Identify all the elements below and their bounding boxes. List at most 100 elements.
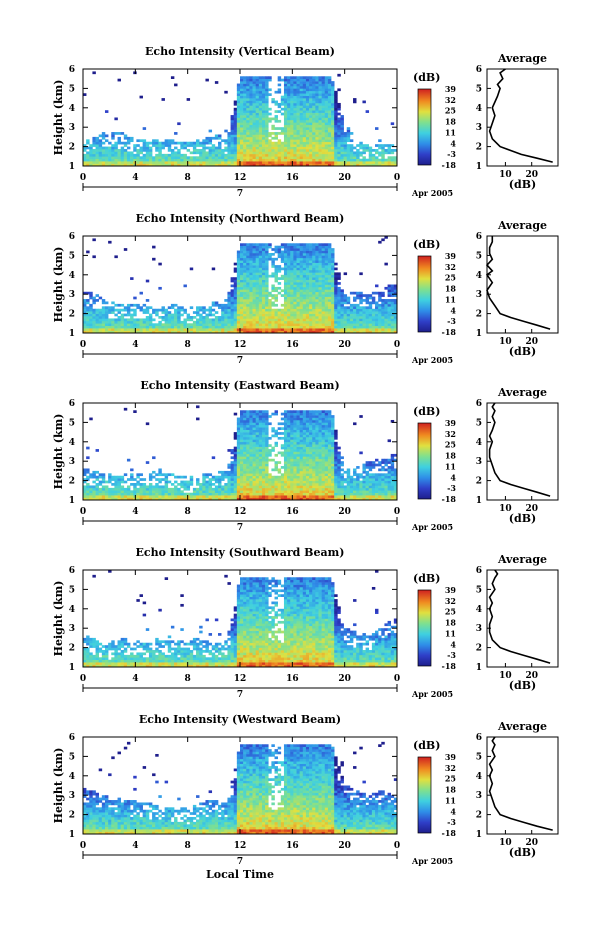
avg-y-tick-label: 4 <box>476 271 482 281</box>
heatmap-cell <box>252 308 256 312</box>
heatmap-cell <box>224 328 228 331</box>
heatmap-cell <box>287 102 291 106</box>
heatmap-cell <box>327 132 332 135</box>
heatmap-cell <box>183 323 187 327</box>
heatmap-cell <box>265 255 269 259</box>
heatmap-cell <box>252 124 256 128</box>
heatmap-cell <box>246 415 250 418</box>
heatmap-cell <box>324 136 329 140</box>
heatmap-cell <box>243 466 247 469</box>
x-tick-label: 16 <box>286 173 299 183</box>
heatmap-cell <box>356 149 360 152</box>
heatmap-cell <box>240 461 244 464</box>
heatmap-cell <box>255 257 260 261</box>
heatmap-cell <box>312 328 316 331</box>
heatmap-cell <box>287 328 291 331</box>
heatmap-cell <box>290 483 294 486</box>
heatmap-cell <box>246 444 250 447</box>
heatmap-cell <box>283 323 288 327</box>
heatmap-cell <box>230 149 235 152</box>
heatmap-cell <box>387 163 392 167</box>
heatmap-cell <box>334 102 338 106</box>
heatmap-cell <box>265 124 269 128</box>
heatmap-cell <box>327 100 332 104</box>
heatmap-cell <box>233 412 238 416</box>
heatmap-cell <box>126 497 131 501</box>
heatmap-cell <box>331 161 335 164</box>
avg-x-tick-label: 10 <box>499 337 512 347</box>
heatmap-cell <box>117 325 121 329</box>
heatmap-cell <box>299 110 304 113</box>
heatmap-cell <box>123 325 128 329</box>
heatmap-cell <box>170 495 175 498</box>
heatmap-cell <box>261 487 266 491</box>
heatmap-cell <box>390 149 395 152</box>
heatmap-cell <box>299 277 304 280</box>
heatmap-cell <box>211 478 216 481</box>
heatmap-cell <box>293 320 297 324</box>
heatmap-cell <box>246 112 250 116</box>
heatmap-cell <box>261 117 266 121</box>
heatmap-cell <box>309 107 313 111</box>
heatmap-cell <box>126 151 131 155</box>
heatmap-cell <box>265 279 269 283</box>
heatmap-cell <box>371 328 376 331</box>
heatmap-cell <box>243 90 247 94</box>
heatmap-cell <box>283 124 288 128</box>
heatmap-cell <box>230 463 235 467</box>
heatmap-cell <box>287 134 291 138</box>
heatmap-cell <box>321 112 326 116</box>
heatmap-cell <box>233 102 238 106</box>
heatmap-cell <box>359 323 363 327</box>
heatmap-cell <box>293 122 297 126</box>
heatmap-cell <box>290 98 294 101</box>
heatmap-cell <box>312 325 316 329</box>
heatmap-cell <box>265 267 269 271</box>
heatmap-cell <box>331 153 335 157</box>
y-tick-label: 1 <box>69 329 75 339</box>
heatmap-cell <box>327 269 332 273</box>
heatmap-cell <box>218 497 222 501</box>
heatmap-cell <box>287 88 291 92</box>
heatmap-cell <box>211 490 216 494</box>
heatmap-cell <box>152 144 156 147</box>
heatmap-cell <box>327 291 332 295</box>
heatmap-cell <box>283 432 288 435</box>
heatmap-cell <box>148 318 153 322</box>
heatmap-cell <box>255 286 260 290</box>
heatmap-cell <box>299 100 304 104</box>
avg-y-tick-label: 5 <box>476 84 482 94</box>
heatmap-cell <box>305 110 310 113</box>
heatmap-cell <box>108 311 112 314</box>
heatmap-cell <box>130 313 134 317</box>
heatmap-cell <box>315 303 319 307</box>
heatmap-cell <box>249 456 253 460</box>
heatmap-cell <box>258 299 263 302</box>
heatmap-cell <box>177 325 181 329</box>
heatmap-cell <box>318 85 322 89</box>
heatmap-cell <box>252 95 256 99</box>
heatmap-cell <box>268 449 272 452</box>
heatmap-cell <box>236 107 241 111</box>
heatmap-cell <box>202 323 206 327</box>
heatmap-cell <box>246 303 250 307</box>
heatmap-cell <box>101 136 106 140</box>
heatmap-cell <box>224 492 228 496</box>
heatmap-cell <box>249 444 253 447</box>
heatmap-cell <box>283 267 288 271</box>
heatmap-cell <box>230 475 235 479</box>
heatmap-cell <box>243 274 247 278</box>
heatmap-cell <box>327 163 332 167</box>
heatmap-cell <box>293 163 297 167</box>
heatmap-cell <box>265 248 269 251</box>
heatmap-cell <box>243 320 247 324</box>
heatmap-cell <box>309 100 313 104</box>
heatmap-cell <box>208 497 213 501</box>
heatmap-cell <box>249 485 253 489</box>
heatmap-cell <box>378 240 382 244</box>
heatmap-cell <box>312 141 316 145</box>
heatmap-cell <box>334 149 338 152</box>
heatmap-cell <box>92 301 96 305</box>
heatmap-cell <box>309 136 313 140</box>
heatmap-cell <box>92 473 96 477</box>
